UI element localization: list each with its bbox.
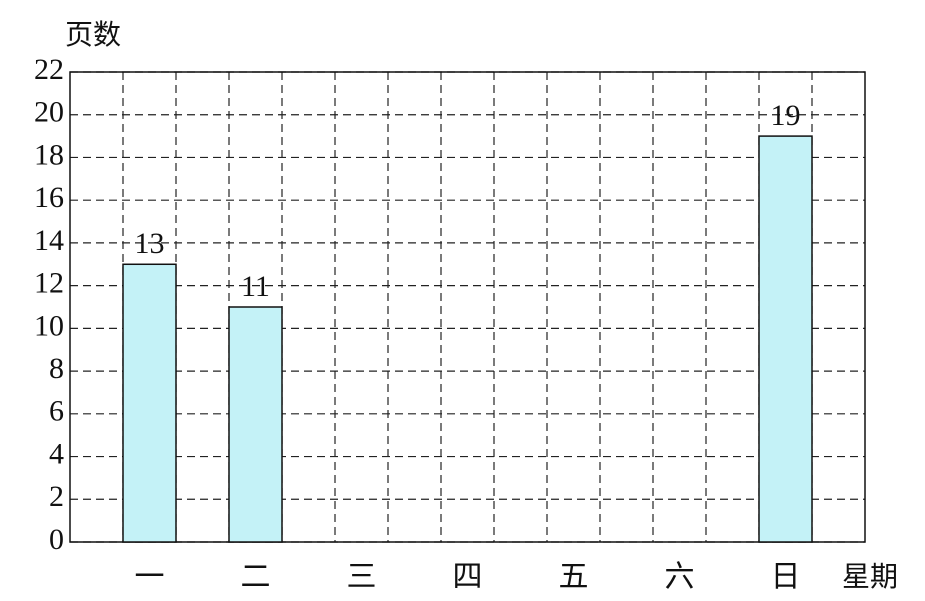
x-tick-label: 三 [347,560,377,595]
y-tick-label: 22 [34,53,64,86]
y-tick-label: 14 [34,224,64,257]
y-tick-label: 8 [49,352,64,385]
x-tick-label: 二 [241,560,271,595]
bar [228,306,283,543]
value-label: 19 [771,99,801,132]
y-tick-label: 18 [34,138,64,171]
y-tick-label: 4 [49,437,64,470]
value-label: 11 [241,270,270,303]
y-tick-label: 20 [34,96,64,129]
y-tick-label: 16 [34,181,64,214]
x-axis-label: 星期 [842,560,898,593]
x-tick-label: 一 [135,560,165,595]
plot-border [69,71,866,543]
y-tick-label: 12 [34,267,64,300]
bar [122,263,177,543]
y-tick-label: 10 [34,309,64,342]
x-tick-label: 日 [771,560,801,595]
y-tick-label: 6 [49,395,64,428]
x-tick-label: 六 [665,560,695,595]
y-tick-label: 0 [49,523,64,556]
x-tick-label: 五 [559,560,589,595]
y-axis-label: 页数 [65,18,121,51]
x-tick-label: 四 [453,560,483,595]
value-label: 13 [135,227,165,260]
bar [758,135,813,543]
y-tick-label: 2 [49,480,64,513]
